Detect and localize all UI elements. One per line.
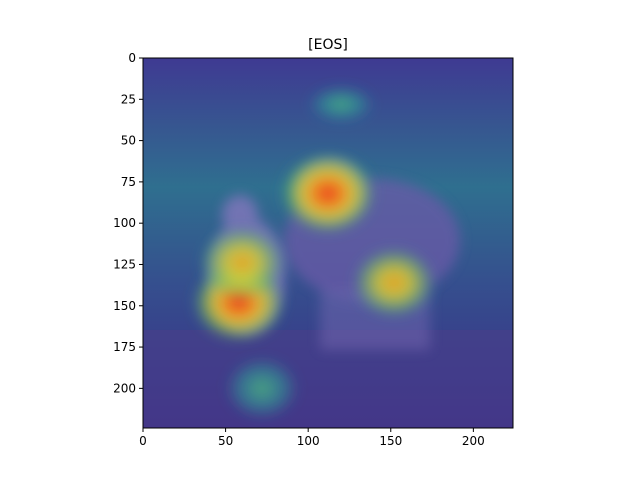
hotspot-layer xyxy=(192,86,436,420)
hotspot-lamb-rump-upper xyxy=(199,226,285,300)
y-tick-label: 200 xyxy=(113,381,136,395)
x-tick-label: 150 xyxy=(379,434,402,448)
x-tick-label: 50 xyxy=(218,434,233,448)
hotspot-ground-spot xyxy=(225,357,299,420)
y-tick-label: 175 xyxy=(113,340,136,354)
y-tick-label: 75 xyxy=(121,175,136,189)
hotspot-sky-glow xyxy=(308,86,374,123)
lamb-head xyxy=(222,195,258,235)
plot-area xyxy=(143,58,513,428)
plot-frame xyxy=(142,57,514,429)
y-tick-label: 0 xyxy=(128,51,136,65)
chart-title: [EOS] xyxy=(308,37,348,53)
x-axis: 0 50 100 150 200 xyxy=(139,428,485,448)
hotspot-sheep-face xyxy=(280,152,376,235)
y-tick-label: 100 xyxy=(113,216,136,230)
x-tick-label: 0 xyxy=(139,434,147,448)
y-tick-label: 150 xyxy=(113,299,136,313)
y-tick-label: 50 xyxy=(121,134,136,148)
y-axis: 0 25 50 75 100 125 150 175 200 xyxy=(113,51,143,395)
y-tick-label: 25 xyxy=(121,92,136,106)
x-tick-label: 200 xyxy=(462,434,485,448)
y-tick-label: 125 xyxy=(113,257,136,271)
x-tick-label: 100 xyxy=(297,434,320,448)
hotspot-sheep-belly-right xyxy=(352,247,436,318)
